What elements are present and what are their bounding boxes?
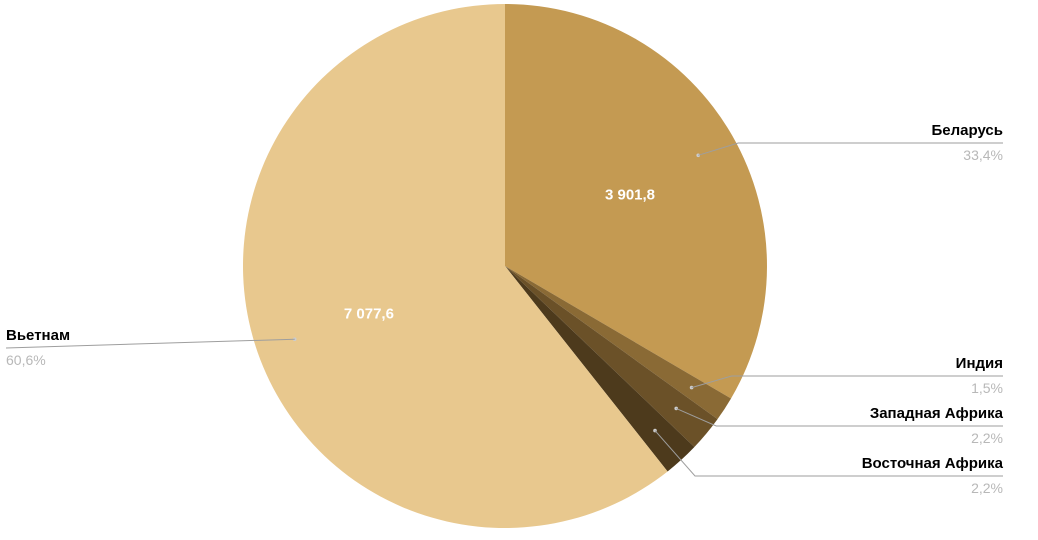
slice-восточная-африка	[505, 266, 695, 472]
leader-line	[691, 375, 1003, 389]
slice-percent-label: 60,6%	[6, 352, 46, 368]
leader-line	[675, 407, 1003, 427]
slice-percent-label: 33,4%	[963, 147, 1003, 163]
pie-slices	[243, 4, 767, 528]
leader-dot	[689, 385, 694, 390]
slice-value-label: 7 077,6	[344, 305, 394, 322]
slice-вьетнам	[243, 4, 668, 528]
slice-name-label: Беларусь	[932, 122, 1004, 139]
leader-line	[698, 142, 1003, 156]
leader-line	[654, 430, 1003, 477]
slice-value-label: 3 901,8	[605, 186, 655, 203]
slice-западная-африка	[505, 266, 718, 448]
slice-percent-label: 2,2%	[971, 480, 1003, 496]
slice-беларусь	[505, 4, 767, 399]
slice-percent-label: 2,2%	[971, 430, 1003, 446]
pie-annotations: 3 901,8 Беларусь 33,4% Индия 1,5% Западная Аф…	[5, 122, 1004, 496]
slice-name-label: Вьетнам	[6, 327, 70, 344]
slice-индия	[505, 266, 732, 420]
slice-name-label: Западная Африка	[870, 405, 1004, 422]
slice-name-label: Восточная Африка	[862, 455, 1004, 472]
slice-percent-label: 1,5%	[971, 380, 1003, 396]
slice-name-label: Индия	[956, 355, 1003, 372]
leader-line	[5, 338, 295, 349]
